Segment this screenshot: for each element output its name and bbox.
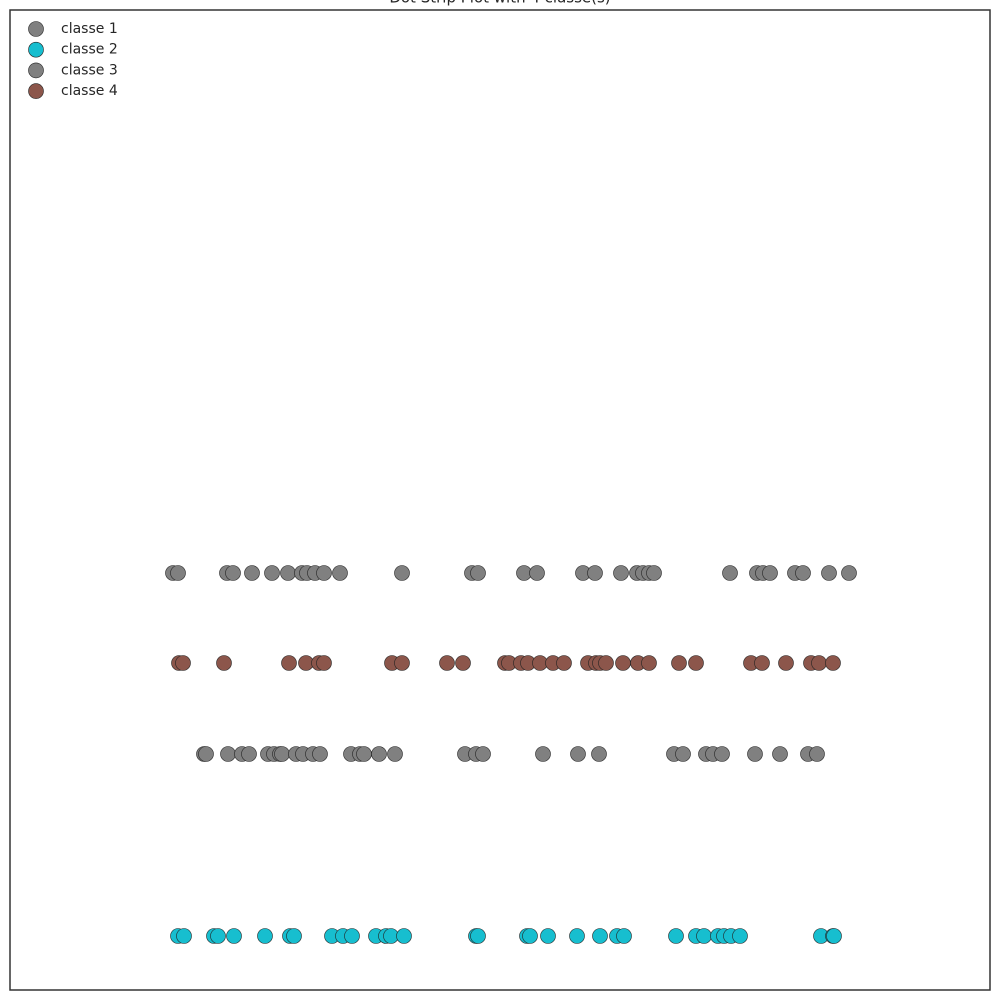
dot [616, 928, 632, 944]
legend-marker [28, 62, 44, 79]
dot [470, 565, 486, 581]
dot [396, 928, 412, 944]
dot [455, 655, 471, 671]
chart-title: Dot Strip Plot with 4 classe(s) [389, 0, 610, 7]
dot [522, 928, 538, 944]
dot [762, 565, 778, 581]
dot [470, 928, 486, 944]
dot [475, 746, 491, 762]
dot [220, 746, 236, 762]
dot [696, 928, 712, 944]
dot [387, 746, 403, 762]
dot [198, 746, 214, 762]
dot [332, 565, 348, 581]
dot [732, 928, 748, 944]
dot [394, 565, 410, 581]
dot [811, 655, 827, 671]
legend-label: classe 4 [61, 83, 118, 99]
dot [772, 746, 788, 762]
dot [371, 746, 387, 762]
dot [556, 655, 572, 671]
dot [675, 746, 691, 762]
dot [570, 746, 586, 762]
dot [257, 928, 273, 944]
dot [671, 655, 687, 671]
dot [439, 655, 455, 671]
legend-marker [28, 41, 44, 58]
dot [825, 655, 841, 671]
plot-frame [9, 9, 991, 991]
dot [210, 928, 226, 944]
dot [170, 565, 186, 581]
dot [714, 746, 730, 762]
legend-marker [28, 83, 44, 99]
dot [281, 655, 297, 671]
legend-label: classe 1 [61, 21, 118, 37]
dot [316, 655, 332, 671]
dot [356, 746, 372, 762]
dot [668, 928, 684, 944]
dot [225, 565, 241, 581]
dot [226, 928, 242, 944]
legend-marker [28, 21, 44, 37]
dot [274, 746, 290, 762]
dot [821, 565, 837, 581]
dot [641, 655, 657, 671]
dot [826, 928, 842, 944]
dot [747, 746, 763, 762]
dot [540, 928, 556, 944]
dot [316, 565, 332, 581]
dot [598, 655, 614, 671]
dot [216, 655, 232, 671]
legend-label: classe 2 [61, 42, 118, 58]
dot [592, 928, 608, 944]
dot [591, 746, 607, 762]
dot [778, 655, 794, 671]
dot [344, 928, 360, 944]
dot [809, 746, 825, 762]
dot [613, 565, 629, 581]
dot [587, 565, 603, 581]
dot [176, 928, 192, 944]
dot [241, 746, 257, 762]
dot [280, 565, 296, 581]
dot [688, 655, 704, 671]
dot [394, 655, 410, 671]
dot [286, 928, 302, 944]
dot [535, 746, 551, 762]
dot [264, 565, 280, 581]
dot [646, 565, 662, 581]
dot [615, 655, 631, 671]
legend-label: classe 3 [61, 62, 118, 78]
dot [175, 655, 191, 671]
dot [312, 746, 328, 762]
dot [529, 565, 545, 581]
dot [841, 565, 857, 581]
dot [795, 565, 811, 581]
dot [244, 565, 260, 581]
dot [722, 565, 738, 581]
dot [754, 655, 770, 671]
dot [569, 928, 585, 944]
